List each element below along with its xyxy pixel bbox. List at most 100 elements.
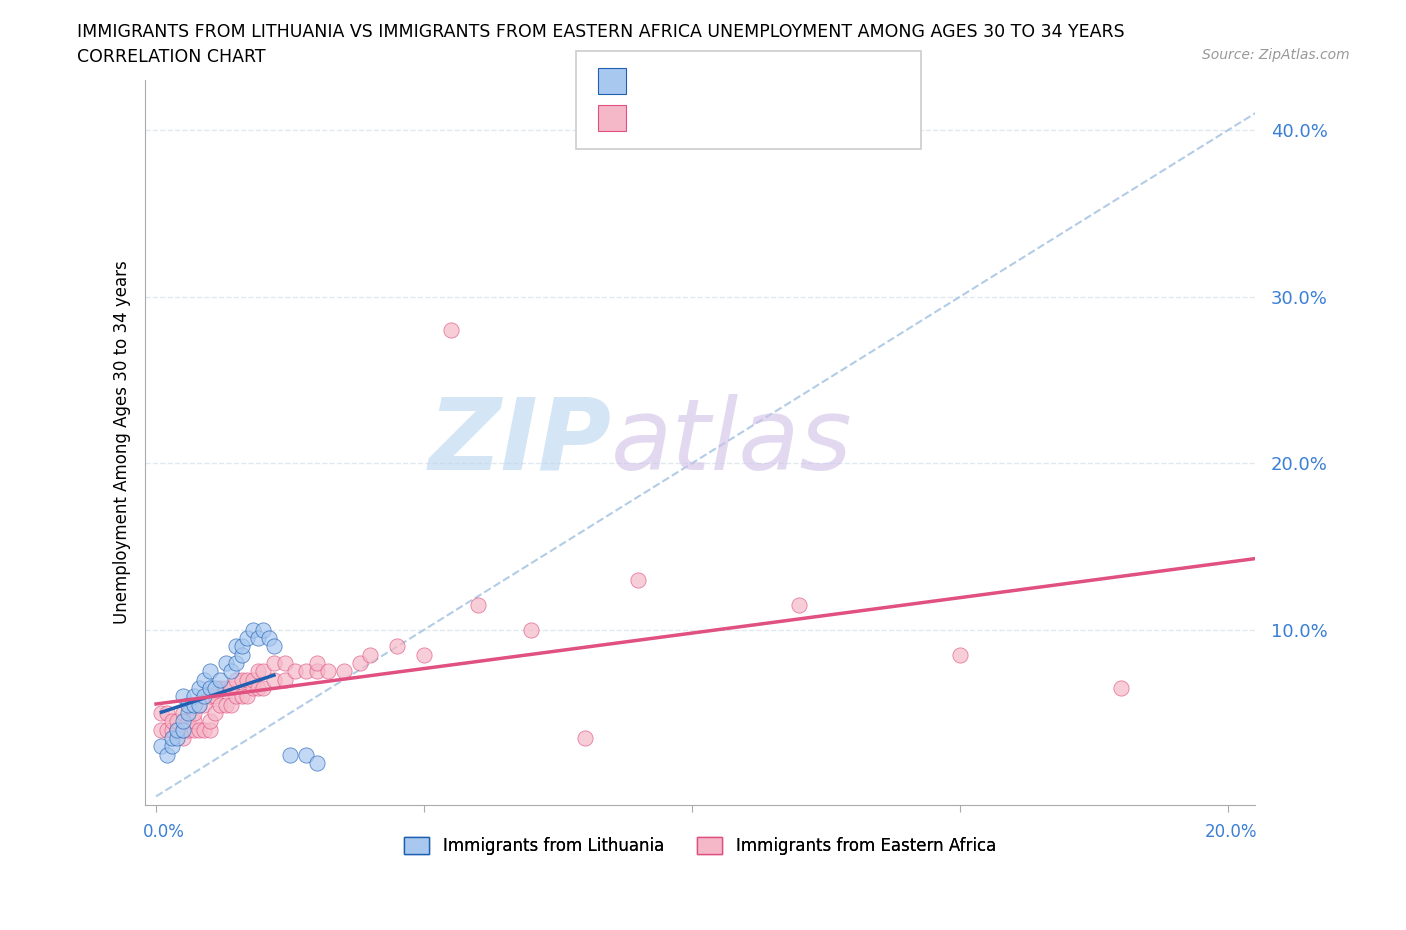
Point [198,664,221,679]
Point [242,681,264,696]
Point [187,723,209,737]
Point [231,639,253,654]
Point [183,714,205,729]
Point [225,672,247,687]
Point [198,689,221,704]
Point [172,706,194,721]
Point [198,723,221,737]
Point [193,672,215,687]
Point [209,681,232,696]
Point [273,656,295,671]
Point [252,664,274,679]
Point [219,664,242,679]
Point [204,706,226,721]
Point [150,706,173,721]
Point [467,597,489,612]
Point [387,639,409,654]
Point [187,698,209,712]
Point [246,681,269,696]
Point [284,664,307,679]
Point [183,689,205,704]
Point [305,664,328,679]
Point [209,698,232,712]
Point [787,597,810,612]
Point [246,631,269,645]
Text: R = 0.522: R = 0.522 [640,72,730,90]
Point [172,723,194,737]
Point [273,672,295,687]
Text: ZIP: ZIP [429,394,612,491]
Point [150,739,173,754]
Text: 0.0%: 0.0% [143,823,186,841]
Point [177,698,200,712]
Y-axis label: Unemployment Among Ages 30 to 34 years: Unemployment Among Ages 30 to 34 years [114,260,131,624]
Point [263,639,285,654]
Point [209,672,232,687]
Point [225,689,247,704]
Point [187,698,209,712]
Text: atlas: atlas [612,394,853,491]
Point [349,656,371,671]
Point [183,723,205,737]
Point [252,622,274,637]
Point [231,647,253,662]
Point [440,323,463,338]
Point [150,723,173,737]
Point [215,681,238,696]
Point [193,689,215,704]
Point [172,689,194,704]
Point [177,723,200,737]
Point [225,639,247,654]
Point [332,664,354,679]
Point [231,689,253,704]
Point [225,656,247,671]
Point [305,755,328,770]
Text: N = 24: N = 24 [780,72,848,90]
Point [156,723,179,737]
Point [359,647,381,662]
Point [295,664,318,679]
Point [236,631,259,645]
Point [263,656,285,671]
Text: CORRELATION CHART: CORRELATION CHART [77,48,266,66]
Point [166,723,188,737]
Point [252,681,274,696]
Point [949,647,972,662]
Point [215,656,238,671]
Text: R = 0.252: R = 0.252 [640,109,730,127]
Point [236,672,259,687]
Point [183,706,205,721]
Text: IMMIGRANTS FROM LITHUANIA VS IMMIGRANTS FROM EASTERN AFRICA UNEMPLOYMENT AMONG A: IMMIGRANTS FROM LITHUANIA VS IMMIGRANTS … [77,23,1125,41]
Point [215,698,238,712]
Point [160,739,183,754]
Point [520,622,543,637]
Point [198,714,221,729]
Point [305,656,328,671]
Point [295,748,318,763]
Point [242,672,264,687]
Point [172,714,194,729]
Point [574,731,596,746]
Text: N = 64: N = 64 [780,109,848,127]
Point [193,698,215,712]
Text: 20.0%: 20.0% [1205,823,1257,841]
Point [278,748,301,763]
Point [198,681,221,696]
Point [177,714,200,729]
Point [231,672,253,687]
Point [156,748,179,763]
Point [219,698,242,712]
Point [204,681,226,696]
Point [160,714,183,729]
Text: Source: ZipAtlas.com: Source: ZipAtlas.com [1202,48,1350,62]
Point [236,689,259,704]
Point [246,664,269,679]
Point [160,731,183,746]
Point [166,714,188,729]
Point [316,664,339,679]
Point [172,731,194,746]
Point [257,631,280,645]
Point [1109,681,1132,696]
Point [242,622,264,637]
Point [166,731,188,746]
